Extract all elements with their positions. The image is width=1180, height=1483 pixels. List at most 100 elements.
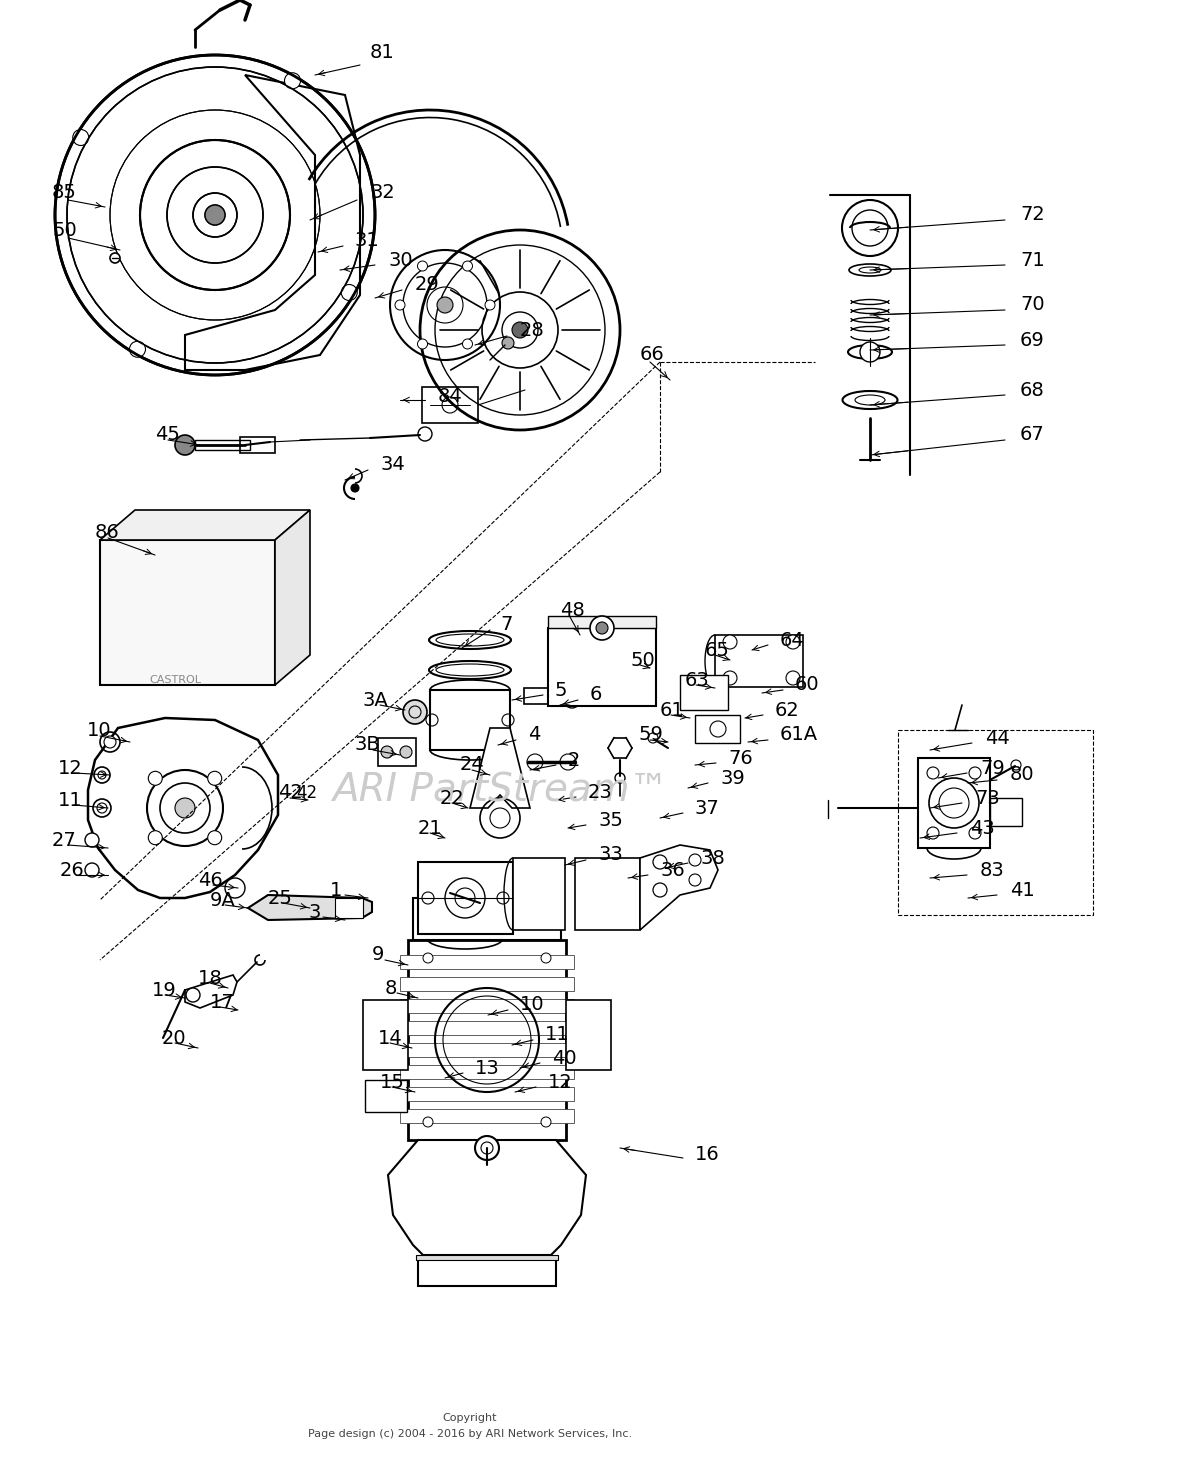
Text: 9: 9: [372, 946, 385, 964]
Text: 25: 25: [268, 888, 293, 908]
Circle shape: [422, 891, 434, 905]
Text: 30: 30: [388, 251, 413, 270]
Text: ARI PartStream™: ARI PartStream™: [332, 771, 668, 810]
Text: 7: 7: [500, 615, 512, 635]
Circle shape: [85, 833, 99, 847]
Polygon shape: [88, 718, 278, 899]
Text: 24: 24: [460, 755, 485, 774]
Text: 10: 10: [87, 721, 112, 740]
Circle shape: [205, 205, 225, 225]
Circle shape: [653, 882, 667, 897]
Text: 12: 12: [548, 1072, 572, 1091]
Text: 80: 80: [1010, 765, 1035, 785]
Circle shape: [485, 300, 494, 310]
Circle shape: [927, 767, 939, 779]
Circle shape: [653, 856, 667, 869]
Text: 45: 45: [155, 426, 179, 445]
Circle shape: [341, 285, 358, 301]
Circle shape: [418, 427, 432, 440]
Text: 33: 33: [598, 845, 623, 865]
Circle shape: [596, 621, 608, 635]
Circle shape: [350, 483, 359, 492]
Circle shape: [463, 340, 472, 349]
Polygon shape: [185, 974, 237, 1008]
Circle shape: [689, 854, 701, 866]
Text: 6: 6: [590, 685, 602, 704]
Text: 79: 79: [981, 758, 1004, 777]
Text: 19: 19: [152, 980, 177, 1000]
Circle shape: [463, 261, 472, 271]
Circle shape: [73, 129, 88, 145]
Bar: [400, 1020, 573, 1035]
Polygon shape: [548, 615, 656, 627]
Text: 3B: 3B: [355, 736, 381, 755]
Bar: [400, 1109, 573, 1123]
Bar: [715, 635, 804, 687]
Bar: [898, 730, 1093, 915]
Text: 73: 73: [975, 789, 999, 808]
Circle shape: [512, 322, 527, 338]
Circle shape: [476, 1136, 499, 1160]
Circle shape: [104, 736, 116, 747]
Circle shape: [149, 830, 163, 845]
Circle shape: [710, 721, 726, 737]
Text: 72: 72: [1020, 206, 1044, 224]
Text: 37: 37: [695, 798, 720, 817]
Bar: [100, 540, 275, 685]
Bar: [990, 798, 1022, 826]
Text: 50: 50: [52, 221, 77, 239]
Circle shape: [540, 954, 551, 962]
Circle shape: [422, 954, 433, 962]
Bar: [400, 1087, 573, 1100]
Circle shape: [175, 798, 195, 819]
Circle shape: [927, 828, 939, 839]
Text: 39: 39: [720, 768, 745, 787]
Circle shape: [400, 746, 412, 758]
Text: 71: 71: [1020, 251, 1044, 270]
Text: 65: 65: [704, 641, 730, 660]
Text: 18: 18: [198, 968, 223, 988]
Bar: [418, 1258, 556, 1286]
Text: 63: 63: [686, 670, 709, 690]
Text: 67: 67: [1020, 426, 1044, 445]
Text: 86: 86: [96, 522, 119, 541]
Circle shape: [404, 700, 427, 724]
Text: 23: 23: [588, 783, 612, 801]
Circle shape: [175, 435, 195, 455]
Text: 17: 17: [210, 992, 235, 1011]
Bar: [378, 739, 417, 767]
Text: 1: 1: [330, 881, 342, 900]
Bar: [400, 1043, 573, 1057]
Polygon shape: [185, 76, 360, 369]
Text: 5: 5: [555, 681, 568, 700]
Text: 12: 12: [58, 758, 83, 777]
Bar: [365, 1080, 407, 1112]
Bar: [430, 690, 510, 750]
Polygon shape: [470, 728, 530, 808]
Text: 62: 62: [775, 700, 800, 719]
Text: 60: 60: [795, 675, 820, 694]
Text: 38: 38: [700, 848, 725, 868]
Bar: [513, 859, 565, 930]
Circle shape: [85, 863, 99, 876]
Circle shape: [527, 753, 543, 770]
Text: 13: 13: [476, 1059, 500, 1078]
Text: 46: 46: [198, 871, 223, 890]
Text: CASTROL: CASTROL: [149, 675, 201, 685]
Bar: [524, 688, 559, 704]
Circle shape: [418, 340, 427, 349]
Polygon shape: [248, 896, 372, 919]
Bar: [400, 955, 573, 968]
Circle shape: [149, 771, 163, 786]
Circle shape: [502, 337, 514, 349]
Text: 27: 27: [52, 830, 77, 850]
Text: 42: 42: [296, 785, 317, 802]
Text: 26: 26: [60, 860, 85, 879]
Circle shape: [110, 254, 120, 262]
Bar: [695, 715, 740, 743]
Polygon shape: [640, 845, 717, 930]
Circle shape: [689, 873, 701, 885]
Text: 11: 11: [545, 1026, 570, 1044]
Text: 9A: 9A: [210, 890, 236, 909]
Polygon shape: [100, 510, 310, 540]
